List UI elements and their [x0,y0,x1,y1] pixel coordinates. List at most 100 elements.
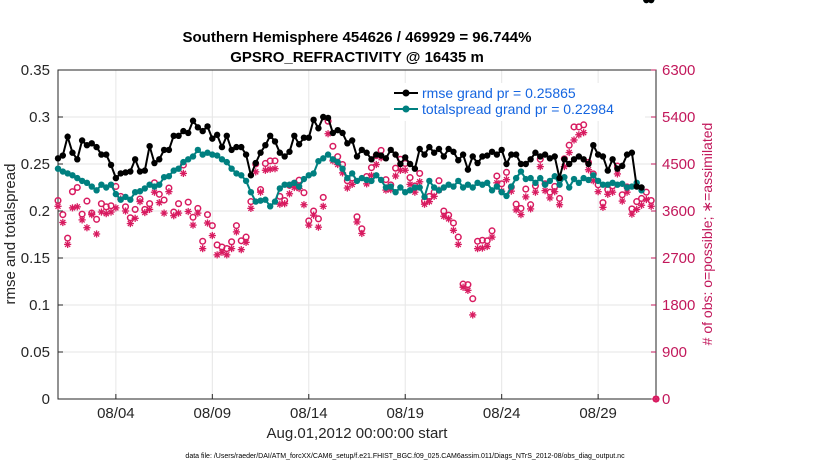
totalspread-point [503,192,510,200]
rmse-point [363,149,370,156]
obs-possible-point [266,157,274,165]
totalspread-point [479,181,486,188]
obs-assimilated-point [555,201,564,209]
totalspread-point [83,179,91,186]
totalspread-point [406,187,414,194]
totalspread-point [160,173,168,181]
obs-assimilated-point [652,395,660,403]
totalspread-point [175,165,182,172]
rmse-point [310,116,317,124]
totalspread-point [402,189,409,196]
obs-possible-point [93,215,101,223]
rmse-point [527,156,534,163]
rmse-point [305,134,312,141]
rmse-point [590,142,597,149]
obs-assimilated-point [623,188,631,196]
obs-assimilated-point [165,188,173,196]
rmse-point [59,152,67,159]
rmse-point [276,149,284,156]
obs-assimilated-point [430,192,438,200]
obs-assimilated-point [613,170,622,178]
rmse-point [570,156,578,163]
totalspread-point [185,156,192,163]
obs-possible-point [228,238,236,246]
rmse-point [503,160,510,168]
totalspread-point [262,196,269,203]
obs-assimilated-point [647,202,655,210]
totalspread-point [474,179,481,186]
obs-assimilated-point [551,188,559,196]
obs-assimilated-point [642,195,650,204]
obs-assimilated-point [628,210,636,218]
totalspread-point [551,173,558,180]
totalspread-point [623,184,631,191]
totalspread-point [107,181,115,188]
rmse-point [334,126,341,134]
rmse-point [358,146,366,154]
obs-assimilated-point [305,221,313,229]
obs-possible-point [512,200,520,208]
totalspread-point [59,168,67,175]
totalspread-point [464,181,472,188]
totalspread-point [233,170,240,177]
totalspread-point [112,190,120,198]
obs-assimilated-point [445,215,453,223]
obs-assimilated-point [353,218,361,226]
obs-assimilated-point [358,229,366,238]
obs-assimilated-point [633,205,641,214]
y-tick-label: 0.3 [29,109,50,126]
rmse-point [112,174,120,182]
footer-datafile: data file: /Users/raeder/DAI/ATM_forcXX/… [185,453,625,460]
rmse-point [315,125,322,132]
totalspread-point [426,177,433,185]
y-right-tick-label: 0 [662,391,670,408]
obs-assimilated-point [517,211,525,219]
rmse-point [435,145,443,153]
totalspread-point [459,184,467,191]
rmse-point [344,140,351,147]
rmse-point [141,167,149,174]
rmse-point [623,151,631,158]
obs-assimilated-point [107,208,115,216]
obs-assimilated-point [136,198,144,206]
x-tick-label: 08/29 [579,405,617,422]
y-right-tick-label: 5400 [662,109,695,126]
obs-assimilated-point [146,205,154,214]
y-right-tick-labels: 0 900 1800 2700 3600 4500 5400 6300 [662,62,695,408]
obs-assimilated-point [112,204,120,212]
rmse-point [377,152,385,159]
totalspread-point [151,183,158,190]
obs-assimilated-point [314,223,323,231]
x-tick-label: 08/09 [194,405,232,422]
rmse-point [185,129,192,137]
rmse-point [541,151,549,158]
rmse-point [517,160,525,168]
obs-possible-point [406,174,414,182]
obs-assimilated-point [223,251,231,259]
totalspread-point [127,196,134,203]
rmse-point [546,155,554,162]
rmse-point [604,167,611,174]
obs-possible-point [160,196,168,204]
obs-possible-point [580,121,588,129]
rmse-point [599,153,607,160]
totalspread-point [585,176,592,184]
obs-assimilated-point [160,209,168,217]
totalspread-point [64,170,71,177]
totalspread-point [213,152,221,159]
obs-assimilated-point [416,178,424,186]
obs-assimilated-point [488,233,496,241]
rmse-point [633,183,640,190]
obs-assimilated-point [449,226,458,234]
obs-assimilated-point [126,219,134,228]
obs-possible-point [637,194,646,203]
totalspread-point [320,155,327,162]
rmse-point [242,151,250,158]
rmse-point [402,154,409,161]
rmse-point [373,151,380,158]
rmse-point [233,143,240,151]
legend-spread-label: totalspread grand pr = 0.22984 [422,101,614,117]
rmse-point [382,155,390,162]
totalspread-point [628,183,636,190]
